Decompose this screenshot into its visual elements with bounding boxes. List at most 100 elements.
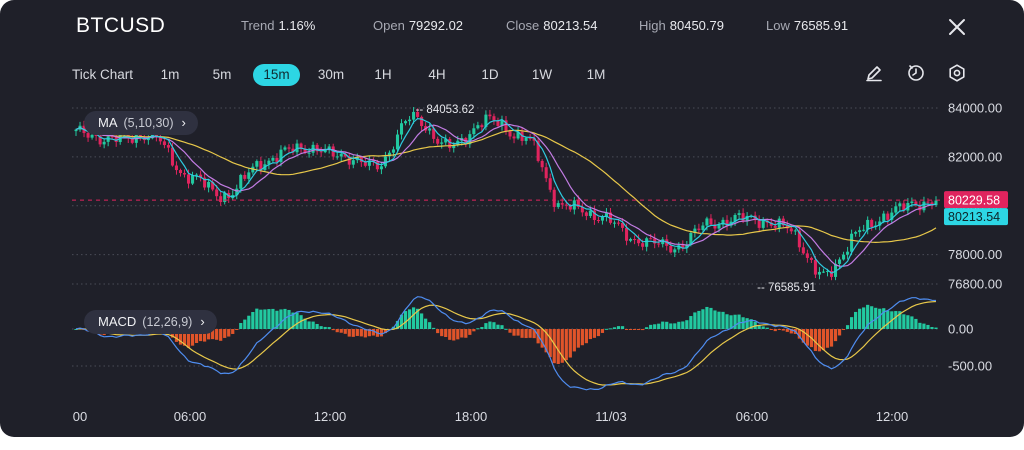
macd-histogram-bar bbox=[741, 317, 745, 329]
macd-histogram-bar bbox=[624, 329, 629, 330]
macd-histogram-bar bbox=[866, 304, 870, 329]
tab-1w[interactable]: 1W bbox=[531, 67, 553, 82]
candle-body bbox=[166, 145, 170, 148]
macd-histogram-bar bbox=[845, 325, 850, 329]
candle-body bbox=[452, 145, 456, 149]
candle-body bbox=[416, 111, 420, 117]
high-stat: High 80450.79 bbox=[639, 18, 724, 33]
candle-body bbox=[825, 270, 830, 272]
tab-1d[interactable]: 1D bbox=[481, 67, 499, 82]
macd-histogram-bar bbox=[797, 329, 801, 339]
macd-histogram-bar bbox=[275, 310, 279, 329]
x-tick-label: 12:00 bbox=[876, 409, 909, 424]
macd-label: MACD bbox=[98, 314, 137, 329]
macd-histogram-bar bbox=[821, 329, 826, 351]
macd-histogram-bar bbox=[255, 308, 259, 329]
macd-histogram-bar bbox=[279, 309, 283, 329]
candle-body bbox=[383, 156, 387, 167]
ma10-line bbox=[75, 123, 937, 267]
macd-histogram-bar bbox=[902, 314, 906, 329]
tab-tick-chart[interactable]: Tick Chart bbox=[72, 67, 134, 82]
high-label: High bbox=[639, 18, 666, 33]
tab-1m-month[interactable]: 1M bbox=[586, 67, 606, 82]
tab-1h[interactable]: 1H bbox=[374, 67, 392, 82]
macd-histogram-bar bbox=[259, 309, 263, 329]
macd-histogram-bar bbox=[572, 329, 576, 352]
candle-body bbox=[170, 147, 174, 166]
tab-4h[interactable]: 4H bbox=[428, 67, 446, 82]
macd-histogram-bar bbox=[215, 329, 219, 340]
macd-histogram-bar bbox=[665, 321, 669, 329]
ma-label: MA bbox=[98, 115, 118, 130]
candle-body bbox=[629, 239, 633, 241]
x-tick-label: 11/03 bbox=[595, 409, 627, 424]
tab-15m[interactable]: 15m bbox=[253, 64, 300, 86]
tab-30m[interactable]: 30m bbox=[317, 67, 345, 82]
macd-histogram-bar bbox=[190, 329, 195, 346]
candle-body bbox=[307, 152, 311, 154]
candle-body bbox=[713, 224, 717, 229]
macd-histogram-bar bbox=[934, 327, 938, 329]
macd-histogram-bar bbox=[223, 329, 227, 338]
candle-body bbox=[886, 213, 890, 220]
macd-histogram-bar bbox=[243, 319, 247, 329]
candle-body bbox=[693, 228, 697, 233]
macd-histogram-bar bbox=[737, 314, 741, 329]
macd-histogram-bar bbox=[472, 329, 476, 332]
macd-histogram-bar bbox=[833, 329, 838, 342]
candle-body bbox=[637, 239, 641, 244]
macd-histogram-bar bbox=[576, 329, 580, 348]
macd-histogram-bar bbox=[693, 312, 697, 329]
macd-histogram-bar bbox=[661, 321, 665, 329]
macd-histogram-bar bbox=[452, 329, 456, 341]
candle-body bbox=[271, 157, 275, 161]
macd-histogram-bar bbox=[291, 312, 295, 329]
candle-body bbox=[697, 228, 701, 230]
macd-histogram-bar bbox=[825, 329, 830, 348]
macd-histogram-bar bbox=[327, 327, 331, 329]
settings-icon[interactable] bbox=[947, 63, 967, 83]
candle-body bbox=[870, 219, 874, 228]
high-annotation: -- 84053.62 bbox=[416, 104, 475, 116]
macd-histogram-bar bbox=[303, 318, 307, 329]
macd-histogram-bar bbox=[914, 318, 918, 329]
candle-body bbox=[854, 232, 858, 234]
candle-body bbox=[653, 238, 657, 244]
chevron-right-icon: › bbox=[200, 314, 205, 329]
candle-body bbox=[689, 232, 693, 245]
macd-histogram-bar bbox=[444, 329, 448, 338]
price-chart[interactable]: 84000.0082000.0080000.0078000.0076800.00… bbox=[0, 0, 1024, 437]
macd-histogram-bar bbox=[524, 329, 528, 339]
candle-body bbox=[243, 174, 247, 179]
macd-indicator-pill[interactable]: MACD (12,26,9) › bbox=[84, 310, 217, 334]
macd-histogram-bar bbox=[488, 321, 492, 329]
macd-histogram-bar bbox=[817, 329, 822, 352]
ma-indicator-pill[interactable]: MA (5,10,30) › bbox=[84, 111, 198, 135]
macd-histogram-bar bbox=[769, 329, 773, 330]
candle-body bbox=[548, 178, 552, 190]
macd-histogram-bar bbox=[464, 329, 468, 338]
macd-histogram-bar bbox=[428, 322, 432, 329]
candle-body bbox=[793, 230, 797, 232]
macd-histogram-bar bbox=[628, 329, 633, 330]
candle-body bbox=[773, 225, 777, 228]
tab-5m[interactable]: 5m bbox=[212, 67, 232, 82]
macd-y-tick-label: -500.00 bbox=[948, 359, 992, 374]
candle-body bbox=[544, 167, 548, 179]
candle-body bbox=[608, 212, 613, 223]
macd-histogram-bar bbox=[669, 323, 673, 329]
candle-body bbox=[247, 172, 251, 179]
tab-1m[interactable]: 1m bbox=[160, 67, 180, 82]
candle-body bbox=[745, 215, 749, 221]
candle-body bbox=[432, 128, 436, 139]
close-icon[interactable] bbox=[946, 16, 968, 38]
candle-body bbox=[367, 160, 371, 166]
macd-histogram-bar bbox=[906, 315, 910, 329]
macd-histogram-bar bbox=[516, 329, 520, 336]
timer-icon[interactable] bbox=[906, 63, 926, 83]
close-value: 80213.54 bbox=[543, 18, 598, 33]
candle-body bbox=[560, 203, 564, 205]
candle-body bbox=[894, 206, 898, 213]
candle-body bbox=[223, 192, 227, 203]
draw-icon[interactable] bbox=[864, 63, 884, 83]
